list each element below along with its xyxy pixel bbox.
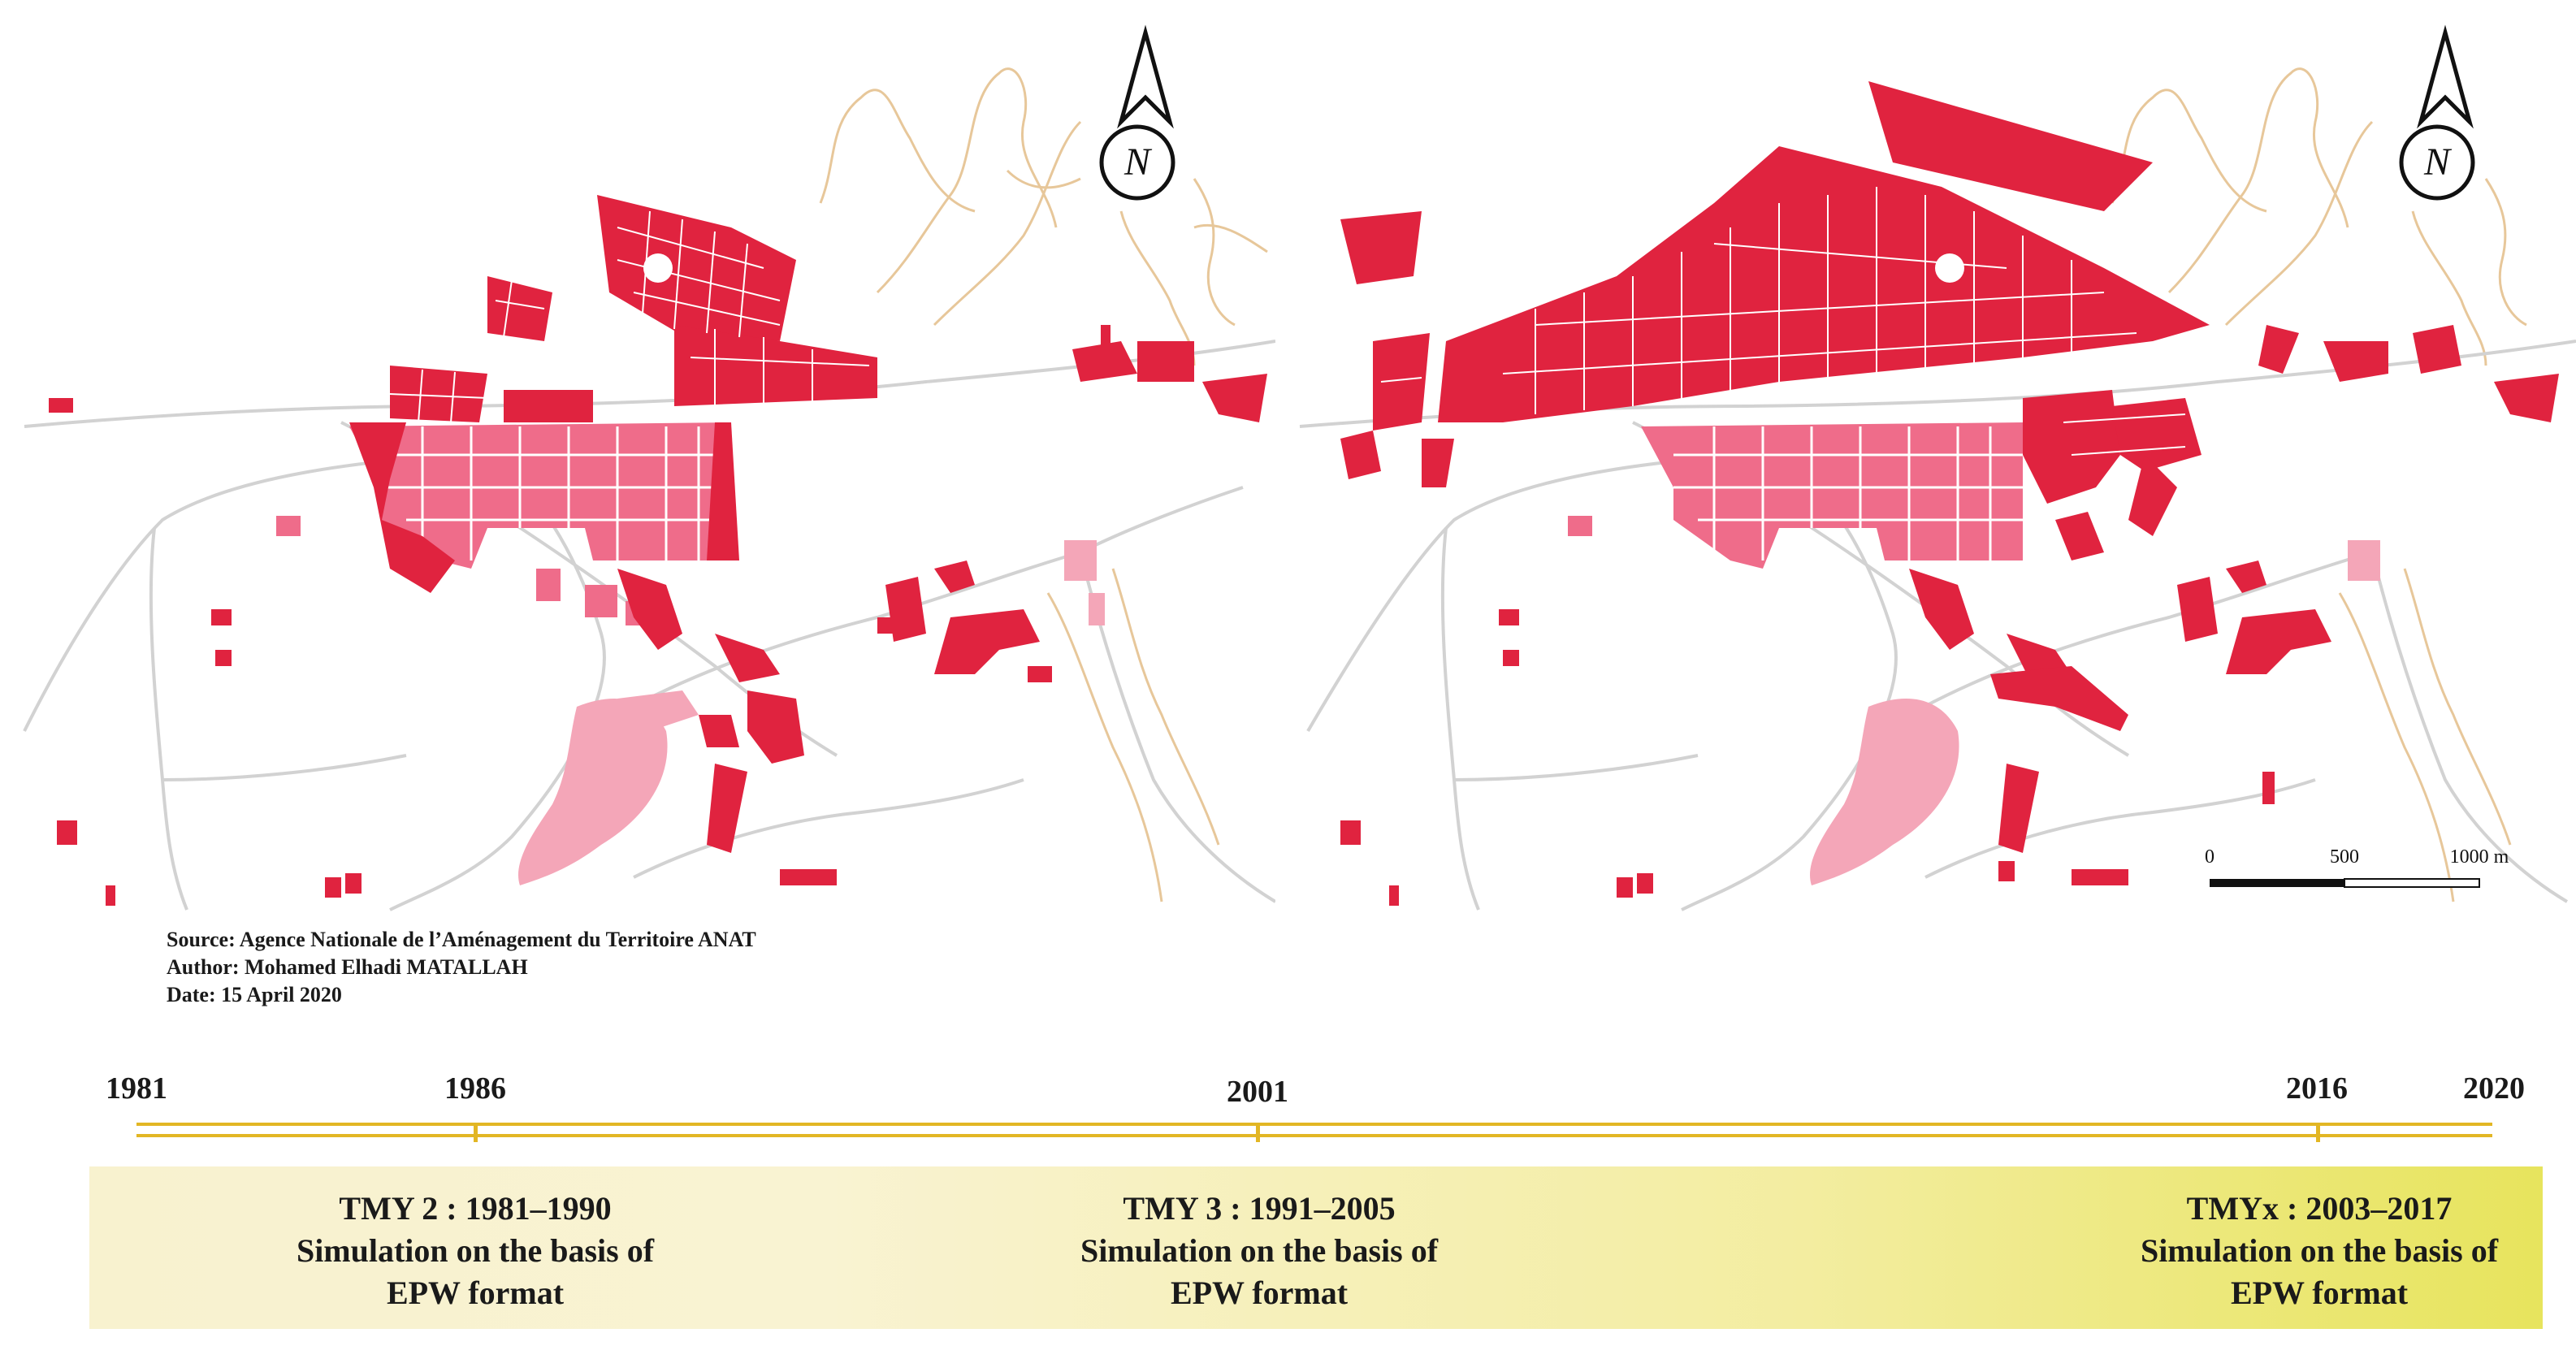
period-tmyx-title: TMYx : 2003–2017 <box>2186 1190 2453 1227</box>
urban-fabric-oldest <box>1810 540 2380 885</box>
tmy-period-band: TMY 2 : 1981–1990 Simulation on the basi… <box>89 1166 2543 1329</box>
contour-lines <box>2111 67 2527 902</box>
credit-author: Author: Mohamed Elhadi MATALLAH <box>167 955 528 979</box>
period-tmy2: TMY 2 : 1981–1990 Simulation on the basi… <box>297 1188 654 1314</box>
north-label: N <box>1123 141 1153 184</box>
north-arrow: N <box>1099 24 1175 201</box>
north-arrow: N <box>2399 24 2475 201</box>
period-tmy2-title: TMY 2 : 1981–1990 <box>339 1190 612 1227</box>
credit-source: Source: Agence Nationale de l’Aménagemen… <box>167 928 756 951</box>
urban-fabric-new <box>49 195 1267 906</box>
period-tmy3: TMY 3 : 1991–2005 Simulation on the basi… <box>1080 1188 1438 1314</box>
north-label: N <box>2423 141 2453 184</box>
tick-2016 <box>2316 1123 2320 1142</box>
period-tmyx: TMYx : 2003–2017 Simulation on the basis… <box>2141 1188 2498 1314</box>
grid-streets <box>382 426 731 560</box>
year-label-2020: 2020 <box>2463 1071 2525 1106</box>
period-tmy3-line2: Simulation on the basis of <box>1080 1232 1439 1269</box>
year-label-1986: 1986 <box>444 1071 506 1106</box>
timeline-line-bottom <box>136 1134 2492 1137</box>
map-1986: N <box>0 0 1275 918</box>
period-tmyx-line2: Simulation on the basis of <box>2140 1232 2499 1269</box>
period-tmy3-line3: EPW format <box>1170 1275 1349 1311</box>
contour-lines <box>819 67 1268 902</box>
credit-date: Date: 15 April 2020 <box>167 983 342 1006</box>
urban-fabric-oldest <box>518 540 1105 885</box>
timeline-axis <box>136 1123 2492 1142</box>
year-label-2016: 2016 <box>2286 1071 2348 1106</box>
scale-label-500: 500 <box>2330 846 2359 868</box>
year-label-1981: 1981 <box>106 1071 167 1106</box>
year-label-2001: 2001 <box>1227 1075 1288 1109</box>
period-tmy2-line2: Simulation on the basis of <box>296 1232 655 1269</box>
urban-fabric-old <box>1568 422 2023 569</box>
period-tmy2-line3: EPW format <box>386 1275 565 1311</box>
scale-bar: 0 500 1000 m <box>2205 846 2509 888</box>
parcel-lines <box>1380 187 2186 456</box>
tick-1986 <box>474 1123 478 1142</box>
map-credits: Source: Agence Nationale de l’Aménagemen… <box>167 926 756 1009</box>
scale-label-1000: 1000 m <box>2450 846 2509 868</box>
map-2016: N 0 500 1000 m <box>1292 0 2576 918</box>
tick-2001 <box>1256 1123 1260 1142</box>
urban-fabric-new <box>1340 81 2559 906</box>
scale-label-0: 0 <box>2205 846 2214 868</box>
period-tmy3-title: TMY 3 : 1991–2005 <box>1123 1190 1396 1227</box>
grid-streets <box>1673 426 2023 560</box>
period-tmyx-line3: EPW format <box>2230 1275 2409 1311</box>
timeline-line-top <box>136 1123 2492 1126</box>
